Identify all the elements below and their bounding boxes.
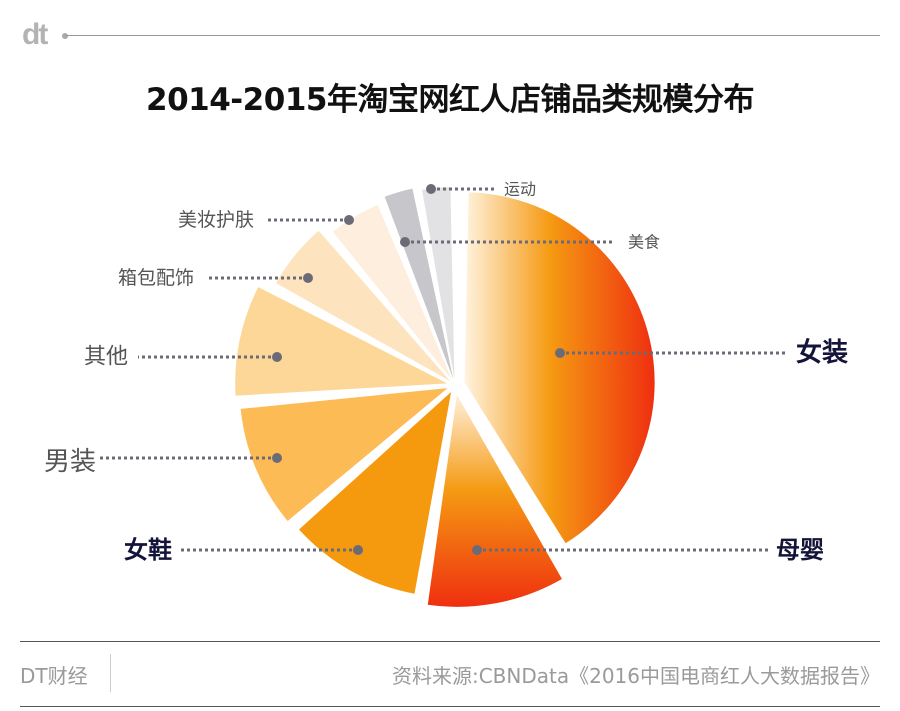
slice-label-7: 美食 — [628, 233, 660, 252]
slice-label-3: 男装 — [44, 447, 96, 477]
pie-slice-8 — [422, 187, 455, 380]
slice-label-1: 母婴 — [776, 536, 824, 564]
pie-slice-7 — [384, 188, 454, 380]
leader-dot-6 — [344, 215, 354, 225]
pie-slice-4 — [235, 287, 448, 396]
slice-label-0: 女装 — [796, 337, 848, 368]
pie-slice-5 — [276, 230, 451, 382]
leader-dot-3 — [272, 453, 282, 463]
footer-divider-bottom — [20, 706, 880, 707]
slice-label-4: 其他 — [84, 345, 128, 370]
dt-logo: dt — [22, 18, 48, 51]
slice-label-8: 运动 — [504, 180, 536, 199]
pie-slice-3 — [240, 388, 448, 521]
footer-separator — [110, 654, 111, 692]
logo-dot — [62, 33, 68, 39]
slice-label-5: 箱包配饰 — [118, 267, 194, 289]
leader-dot-0 — [555, 348, 565, 358]
chart-title: 2014-2015年淘宝网红人店铺品类规模分布 — [146, 82, 754, 118]
pie-slice-0 — [464, 192, 655, 544]
footer-divider-top — [20, 641, 880, 642]
pie-slice-1 — [427, 394, 562, 607]
leader-dot-1 — [472, 545, 482, 555]
slice-label-6: 美妆护肤 — [178, 209, 254, 231]
leader-dot-8 — [426, 184, 436, 194]
top-divider — [66, 35, 880, 36]
pie-slice-2 — [299, 391, 452, 594]
leader-dot-7 — [400, 237, 410, 247]
leader-dot-2 — [353, 545, 363, 555]
leader-dot-4 — [272, 352, 282, 362]
footer-source: 资料来源:CBNData《2016中国电商红人大数据报告》 — [391, 664, 880, 688]
leader-dot-5 — [303, 273, 313, 283]
footer-brand: DT财经 — [20, 664, 88, 688]
slice-label-2: 女鞋 — [124, 536, 172, 564]
pie-slice-6 — [332, 204, 452, 380]
